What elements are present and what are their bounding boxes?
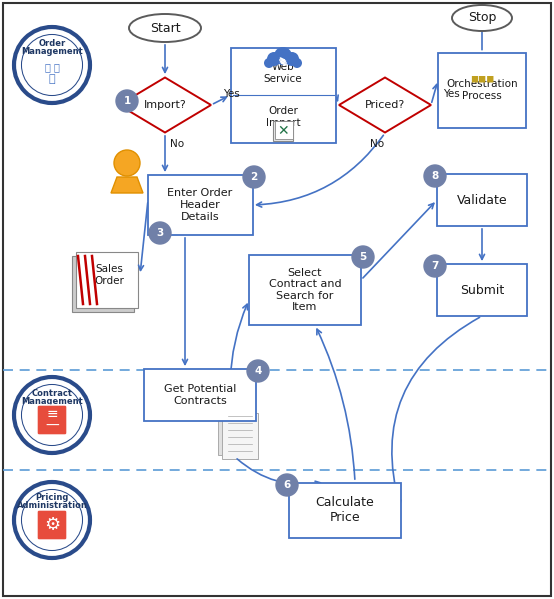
Text: ◼◼◼: ◼◼◼ [470,73,494,83]
FancyBboxPatch shape [275,121,293,139]
Polygon shape [111,177,143,193]
FancyBboxPatch shape [76,252,138,308]
Text: Pricing: Pricing [35,494,69,503]
Text: 7: 7 [432,261,439,271]
Text: Get Potential
Contracts: Get Potential Contracts [164,384,236,406]
Text: 1: 1 [124,96,131,106]
Text: Management: Management [21,47,83,56]
Text: Select
Contract and
Search for
Item: Select Contract and Search for Item [269,268,341,313]
Text: 3: 3 [156,228,163,238]
Text: Enter Order
Header
Details: Enter Order Header Details [167,189,233,222]
FancyBboxPatch shape [437,174,527,226]
Circle shape [22,490,82,550]
Circle shape [424,255,446,277]
FancyBboxPatch shape [249,255,361,325]
Text: Administration: Administration [17,501,88,510]
Text: Order
Import: Order Import [266,106,300,128]
Text: 4: 4 [254,366,261,376]
Text: Stop: Stop [468,11,496,25]
Circle shape [22,35,82,95]
Text: 🏭 🚛: 🏭 🚛 [44,62,59,72]
Text: Order: Order [38,38,65,47]
FancyBboxPatch shape [218,409,254,455]
FancyBboxPatch shape [438,53,526,128]
FancyBboxPatch shape [289,483,401,537]
Text: Orchestration
Process: Orchestration Process [446,79,518,101]
Text: ⚙: ⚙ [44,516,60,534]
Circle shape [276,474,298,496]
Circle shape [274,47,292,65]
Circle shape [264,58,274,68]
Circle shape [352,246,374,268]
FancyBboxPatch shape [437,264,527,316]
Text: Yes: Yes [443,89,460,99]
FancyBboxPatch shape [3,3,551,596]
Text: Contract: Contract [32,389,73,398]
Text: ≡
—: ≡ — [45,407,59,433]
Polygon shape [119,77,211,132]
Text: 🏠: 🏠 [49,74,55,84]
Text: 6: 6 [284,480,291,490]
Circle shape [116,90,138,112]
FancyBboxPatch shape [222,413,258,459]
FancyBboxPatch shape [72,256,134,312]
Ellipse shape [129,14,201,42]
Text: Priced?: Priced? [365,100,405,110]
Text: ✕: ✕ [277,124,289,138]
Text: Calculate
Price: Calculate Price [316,496,375,524]
Circle shape [267,52,281,66]
Text: Management: Management [21,397,83,406]
FancyBboxPatch shape [37,510,67,540]
FancyBboxPatch shape [144,369,256,421]
Circle shape [243,166,265,188]
FancyBboxPatch shape [273,121,293,141]
Text: Yes: Yes [223,89,240,99]
Text: Import?: Import? [143,100,186,110]
FancyBboxPatch shape [230,47,336,143]
Ellipse shape [452,5,512,31]
Text: No: No [170,139,184,149]
Circle shape [247,360,269,382]
Text: 5: 5 [360,252,367,262]
Text: 8: 8 [432,171,439,181]
Circle shape [285,52,299,66]
Text: Web
Service: Web Service [264,62,302,84]
Polygon shape [339,77,431,132]
Circle shape [22,385,82,445]
FancyBboxPatch shape [147,175,253,235]
Circle shape [292,58,302,68]
Circle shape [424,165,446,187]
Text: 2: 2 [250,172,258,182]
Text: No: No [370,139,384,149]
Text: Start: Start [150,22,180,35]
Text: Submit: Submit [460,283,504,297]
FancyBboxPatch shape [37,405,67,435]
Circle shape [149,222,171,244]
Text: Validate: Validate [456,193,507,207]
Text: Sales
Order: Sales Order [94,264,124,286]
Circle shape [114,150,140,176]
